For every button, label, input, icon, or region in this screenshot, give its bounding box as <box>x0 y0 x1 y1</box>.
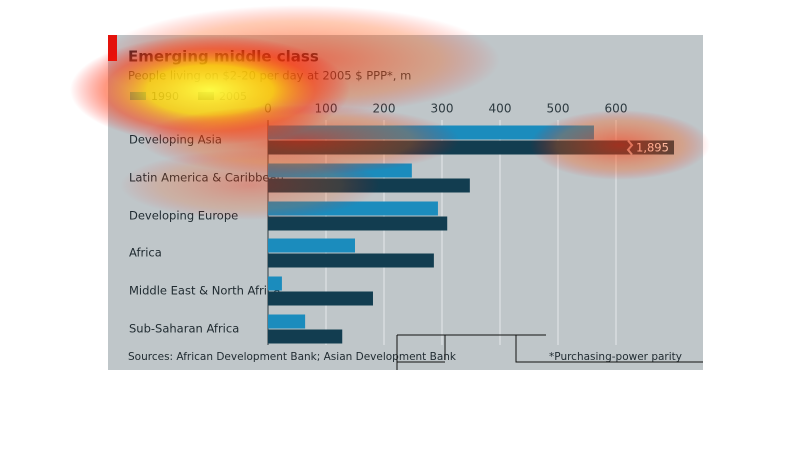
chart-subtitle: People living on $2-20 per day at 2005 $… <box>128 69 411 83</box>
bar <box>268 201 438 216</box>
bar <box>268 140 674 155</box>
legend-swatch <box>130 92 146 100</box>
category-label: Sub-Saharan Africa <box>129 322 239 336</box>
legend-label: 2005 <box>219 90 247 103</box>
category-label: Developing Asia <box>129 133 222 147</box>
category-label: Developing Europe <box>129 209 238 223</box>
value-label: 1,895 <box>636 141 669 155</box>
x-tick-label: 100 <box>315 102 338 116</box>
legend-swatch <box>198 92 214 100</box>
x-tick-label: 300 <box>431 102 454 116</box>
bar <box>268 178 470 193</box>
accent-bar <box>108 35 117 61</box>
bar <box>268 163 412 178</box>
bar <box>268 314 306 329</box>
x-tick-label: 200 <box>373 102 396 116</box>
bar <box>268 291 373 306</box>
bar <box>268 253 434 268</box>
category-label: Africa <box>129 246 162 260</box>
bar <box>268 329 343 344</box>
x-tick-label: 600 <box>605 102 628 116</box>
bar <box>268 276 282 291</box>
footnote: *Purchasing-power parity <box>549 351 682 363</box>
x-tick-label: 500 <box>547 102 570 116</box>
bar <box>268 238 355 253</box>
bar <box>268 125 594 140</box>
x-tick-label: 0 <box>264 102 272 116</box>
source: Sources: African Development Bank; Asian… <box>128 351 457 363</box>
stray-lines <box>396 334 703 370</box>
x-tick-label: 400 <box>489 102 512 116</box>
category-label: Middle East & North Africa <box>129 284 280 298</box>
chart-title: Emerging middle class <box>128 48 319 66</box>
legend-label: 1990 <box>151 90 179 103</box>
category-label: Latin America & Caribbean <box>129 171 284 185</box>
bar <box>268 216 448 231</box>
